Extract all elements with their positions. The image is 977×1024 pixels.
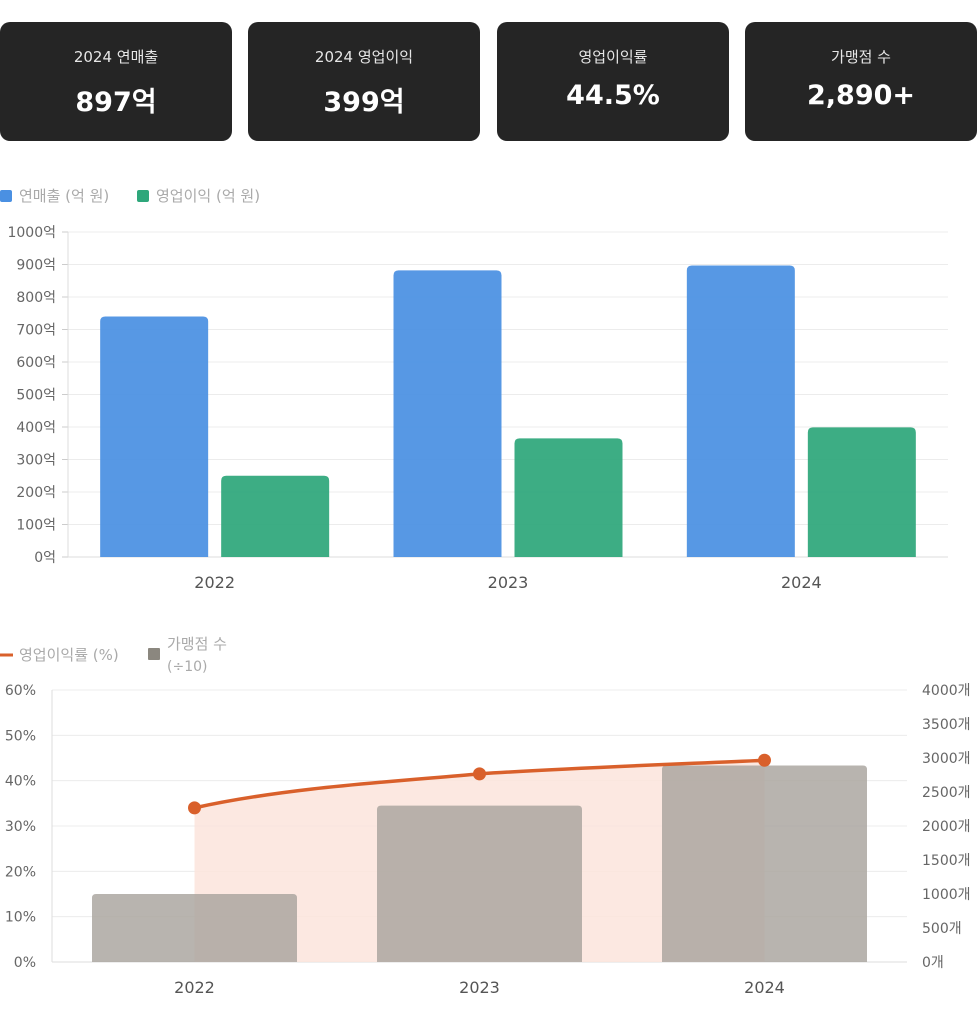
legend-swatch xyxy=(137,190,149,202)
bar xyxy=(807,427,916,557)
y-left-tick-label: 40% xyxy=(5,774,36,790)
legend-label: 영업이익률 (%) xyxy=(19,646,119,664)
line-point xyxy=(758,753,771,767)
stat-label: 영업이익률 xyxy=(578,48,648,66)
y-tick-label: 500억 xyxy=(16,388,56,404)
y-tick-label: 100억 xyxy=(16,518,56,534)
y-tick-label: 300억 xyxy=(16,453,56,469)
y-tick-label: 1000억 xyxy=(7,225,56,241)
x-tick-label: 2023 xyxy=(488,573,529,592)
bar xyxy=(377,805,582,962)
legend-swatch xyxy=(0,190,12,202)
y-right-tick-label: 0개 xyxy=(922,955,944,971)
stat-card-revenue: 2024 연매출 897억 xyxy=(0,22,232,141)
y-tick-label: 700억 xyxy=(16,323,56,339)
y-left-tick-label: 50% xyxy=(5,728,36,744)
y-tick-label: 900억 xyxy=(16,258,56,274)
x-tick-label: 2022 xyxy=(174,978,215,997)
y-right-tick-label: 1000개 xyxy=(922,887,971,903)
margin-franchise-combo-chart: 영업이익률 (%) 가맹점 수 (÷10) 0% 10% 20% 30% 40% 50% 60% 0… xyxy=(0,635,971,997)
stat-cards: 2024 연매출 897억 2024 영업이익 399억 영업이익률 44.5%… xyxy=(0,22,977,141)
line-point xyxy=(473,767,486,781)
y-left-tick-label: 20% xyxy=(5,864,36,880)
y-right-tick-label: 3500개 xyxy=(922,717,971,733)
y-right-tick-label: 2500개 xyxy=(922,785,971,801)
bar xyxy=(221,475,330,557)
bar xyxy=(662,765,867,962)
x-tick-label: 2023 xyxy=(459,978,500,997)
y-tick-label: 400억 xyxy=(16,420,56,436)
stat-value: 399억 xyxy=(323,87,405,118)
bar xyxy=(100,316,209,557)
y-tick-label: 800억 xyxy=(16,290,56,306)
y-right-tick-label: 3000개 xyxy=(922,751,971,767)
stat-label: 2024 연매출 xyxy=(73,48,159,66)
y-left-tick-label: 10% xyxy=(5,910,36,926)
bar xyxy=(686,265,795,557)
y-left-tick-label: 30% xyxy=(5,819,36,835)
stat-value: 897억 xyxy=(75,87,157,118)
bar xyxy=(514,438,623,557)
legend-swatch xyxy=(148,648,160,660)
stat-value: 44.5% xyxy=(566,80,660,111)
y-left-tick-label: 60% xyxy=(5,683,36,699)
x-tick-label: 2022 xyxy=(194,573,235,592)
legend-label-sub: (÷10) xyxy=(167,659,207,675)
bar xyxy=(92,894,297,962)
stat-card-franchise-count: 가맹점 수 2,890+ xyxy=(745,22,977,141)
stat-card-margin: 영업이익률 44.5% xyxy=(497,22,729,141)
legend-label: 연매출 (억 원) xyxy=(19,187,109,205)
legend-label: 가맹점 수 xyxy=(167,635,227,653)
y-tick-label: 200억 xyxy=(16,485,56,501)
stat-card-operating-profit: 2024 영업이익 399억 xyxy=(248,22,480,141)
stat-value: 2,890+ xyxy=(806,80,916,111)
y-right-tick-label: 2000개 xyxy=(922,819,971,835)
y-tick-label: 600억 xyxy=(16,355,56,371)
stat-label: 2024 영업이익 xyxy=(314,48,414,66)
y-left-tick-label: 0% xyxy=(14,955,36,971)
x-tick-label: 2024 xyxy=(781,573,822,592)
y-right-tick-label: 1500개 xyxy=(922,853,971,869)
y-tick-label: 0억 xyxy=(34,550,56,566)
revenue-profit-bar-chart: 연매출 (억 원) 영업이익 (억 원) 0억 100억 200억 300억 400억 500… xyxy=(0,187,948,592)
legend-label: 영업이익 (억 원) xyxy=(156,187,260,205)
bar xyxy=(393,270,502,557)
stat-label: 가맹점 수 xyxy=(831,48,891,66)
y-right-tick-label: 500개 xyxy=(922,921,962,937)
y-right-tick-label: 4000개 xyxy=(922,683,971,699)
line-point xyxy=(188,801,201,815)
x-tick-label: 2024 xyxy=(744,978,785,997)
